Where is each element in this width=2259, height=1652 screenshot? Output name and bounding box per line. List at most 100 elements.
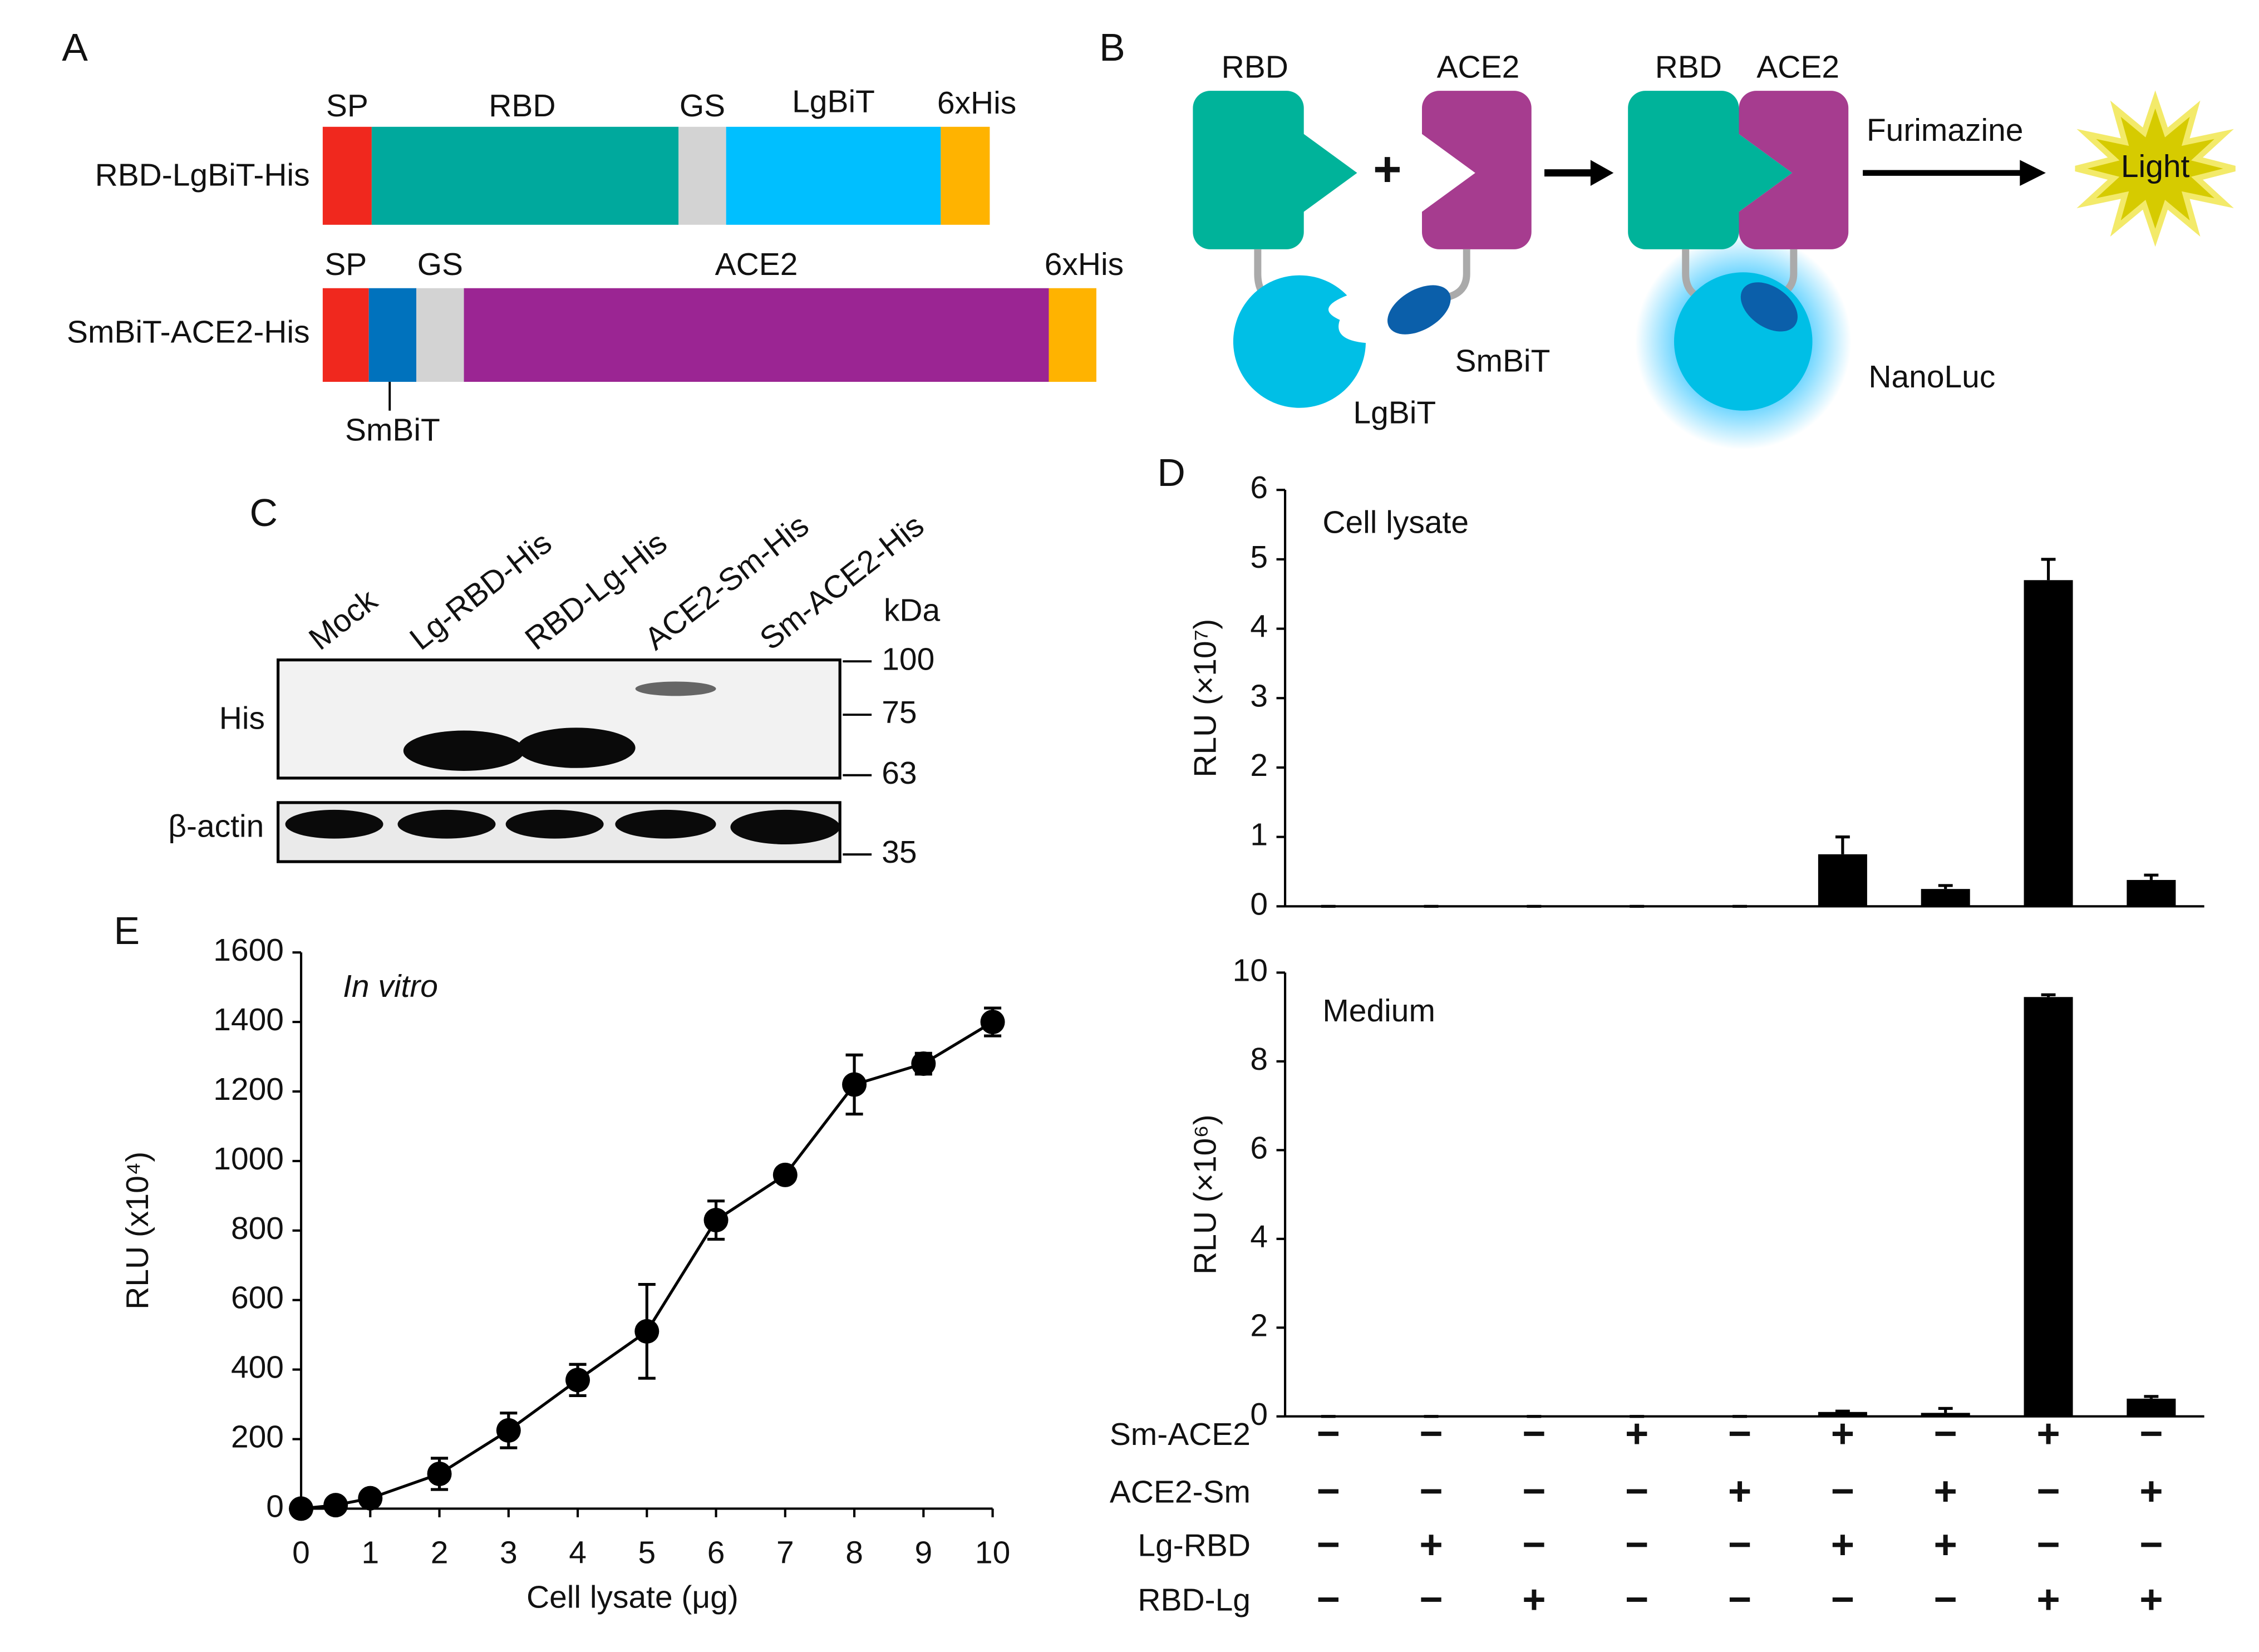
- condition-sign: +: [1831, 1522, 1854, 1567]
- condition-name: RBD-Lg: [1138, 1582, 1251, 1618]
- band: [403, 730, 525, 771]
- rbd-shape: [1628, 91, 1793, 249]
- condition-sign: +: [2036, 1411, 2060, 1456]
- y-axis-label: RLU (x10⁴): [120, 1152, 155, 1310]
- label: SmBiT: [1455, 343, 1551, 378]
- segment-label: LgBiT: [792, 83, 875, 119]
- x-tick-label: 6: [707, 1535, 725, 1570]
- condition-sign: −: [1419, 1469, 1443, 1514]
- condition-sign: +: [2139, 1469, 2163, 1514]
- x-tick-label: 0: [292, 1535, 310, 1570]
- label: Light: [2121, 149, 2190, 184]
- condition-sign: −: [1728, 1411, 1751, 1456]
- x-tick-label: 3: [500, 1535, 518, 1570]
- x-tick-label: 9: [914, 1535, 932, 1570]
- y-tick-label: 3: [1250, 678, 1268, 714]
- bar: [2127, 879, 2176, 907]
- arrow-head: [1590, 160, 1614, 186]
- x-tick-label: 8: [845, 1535, 863, 1570]
- x-tick-label: 4: [569, 1535, 587, 1570]
- segment: [464, 288, 1049, 382]
- band: [635, 681, 716, 696]
- condition-sign: −: [1522, 1411, 1546, 1456]
- condition-sign: −: [1317, 1522, 1340, 1567]
- condition-sign: −: [1625, 1577, 1648, 1622]
- segment-label: SP: [324, 247, 367, 282]
- rbd-shape: [1193, 91, 1357, 249]
- y-tick-label: 6: [1250, 1130, 1268, 1166]
- band: [505, 809, 604, 839]
- y-tick-label: 200: [231, 1419, 284, 1455]
- condition-sign: −: [1522, 1469, 1546, 1514]
- y-tick-label: 4: [1250, 1219, 1268, 1255]
- construct-name: SmBiT-ACE2-His: [67, 314, 310, 350]
- condition-name: Sm-ACE2: [1110, 1417, 1251, 1452]
- segment: [941, 126, 990, 225]
- condition-sign: −: [1317, 1469, 1340, 1514]
- point: [634, 1319, 660, 1344]
- lane-label: Mock: [302, 582, 384, 657]
- label: ACE2: [1437, 49, 1520, 85]
- lgbit-shape: [1233, 275, 1366, 408]
- y-tick-label: 800: [231, 1211, 284, 1246]
- construct-name: RBD-LgBiT-His: [95, 157, 310, 193]
- segment-label: RBD: [489, 88, 555, 124]
- y-tick-label: 10: [1233, 952, 1268, 988]
- label: ACE2: [1756, 49, 1839, 85]
- point: [323, 1493, 348, 1518]
- point: [842, 1072, 867, 1097]
- x-tick-label: 10: [975, 1535, 1010, 1570]
- smbit-shape: [1740, 282, 1798, 332]
- smbit-shape: [1387, 285, 1451, 335]
- point: [565, 1368, 590, 1393]
- bar: [2024, 580, 2073, 907]
- bar: [1921, 889, 1970, 907]
- x-axis-label: Cell lysate (μg): [526, 1580, 739, 1615]
- marker-label: 63: [882, 755, 917, 791]
- label: Furimazine: [1867, 112, 2024, 148]
- condition-sign: −: [2036, 1522, 2060, 1567]
- condition-sign: −: [2036, 1469, 2060, 1514]
- band: [285, 809, 383, 839]
- light-star: [2075, 90, 2236, 247]
- marker-label: 100: [882, 641, 934, 677]
- label: LgBiT: [1353, 395, 1436, 431]
- band: [517, 727, 636, 768]
- annotation: Cell lysate: [1322, 504, 1469, 540]
- x-tick-label: 2: [431, 1535, 449, 1570]
- segment-label: ACE2: [715, 247, 798, 282]
- condition-name: ACE2-Sm: [1110, 1474, 1251, 1510]
- y-tick-label: 0: [1250, 1397, 1268, 1432]
- segment-label: SP: [326, 88, 368, 124]
- unit-label: kDa: [884, 592, 941, 628]
- condition-sign: −: [1934, 1577, 1957, 1622]
- segment-label: 6xHis: [1045, 247, 1124, 282]
- segment: [416, 288, 464, 382]
- x-tick-label: 1: [361, 1535, 379, 1570]
- label: NanoLuc: [1868, 359, 1995, 395]
- segment: [726, 126, 941, 225]
- bar: [1818, 1412, 1867, 1417]
- y-tick-label: 1400: [213, 1002, 284, 1038]
- segment: [678, 126, 726, 225]
- y-tick-label: 8: [1250, 1041, 1268, 1077]
- y-axis-label: RLU (×10⁷): [1187, 619, 1223, 778]
- condition-sign: +: [1625, 1411, 1648, 1456]
- x-tick-label: 7: [776, 1535, 794, 1570]
- series-line: [301, 1020, 993, 1510]
- annotation: In vitro: [343, 968, 438, 1004]
- panel-letter: B: [1099, 26, 1125, 69]
- y-tick-label: 1600: [213, 932, 284, 968]
- ace2-shape: [1421, 91, 1532, 249]
- point: [427, 1461, 452, 1486]
- annotation: Medium: [1322, 993, 1435, 1029]
- band: [730, 809, 840, 845]
- row-label: His: [219, 700, 265, 736]
- condition-sign: −: [2139, 1522, 2163, 1567]
- panel-a: RBD-LgBiT-His SP RBD GS LgBiT 6xHis SmBiT-ACE2…: [67, 83, 1124, 448]
- scheme-b: +: [1193, 90, 2236, 450]
- y-tick-label: 5: [1250, 539, 1268, 575]
- point: [772, 1162, 798, 1187]
